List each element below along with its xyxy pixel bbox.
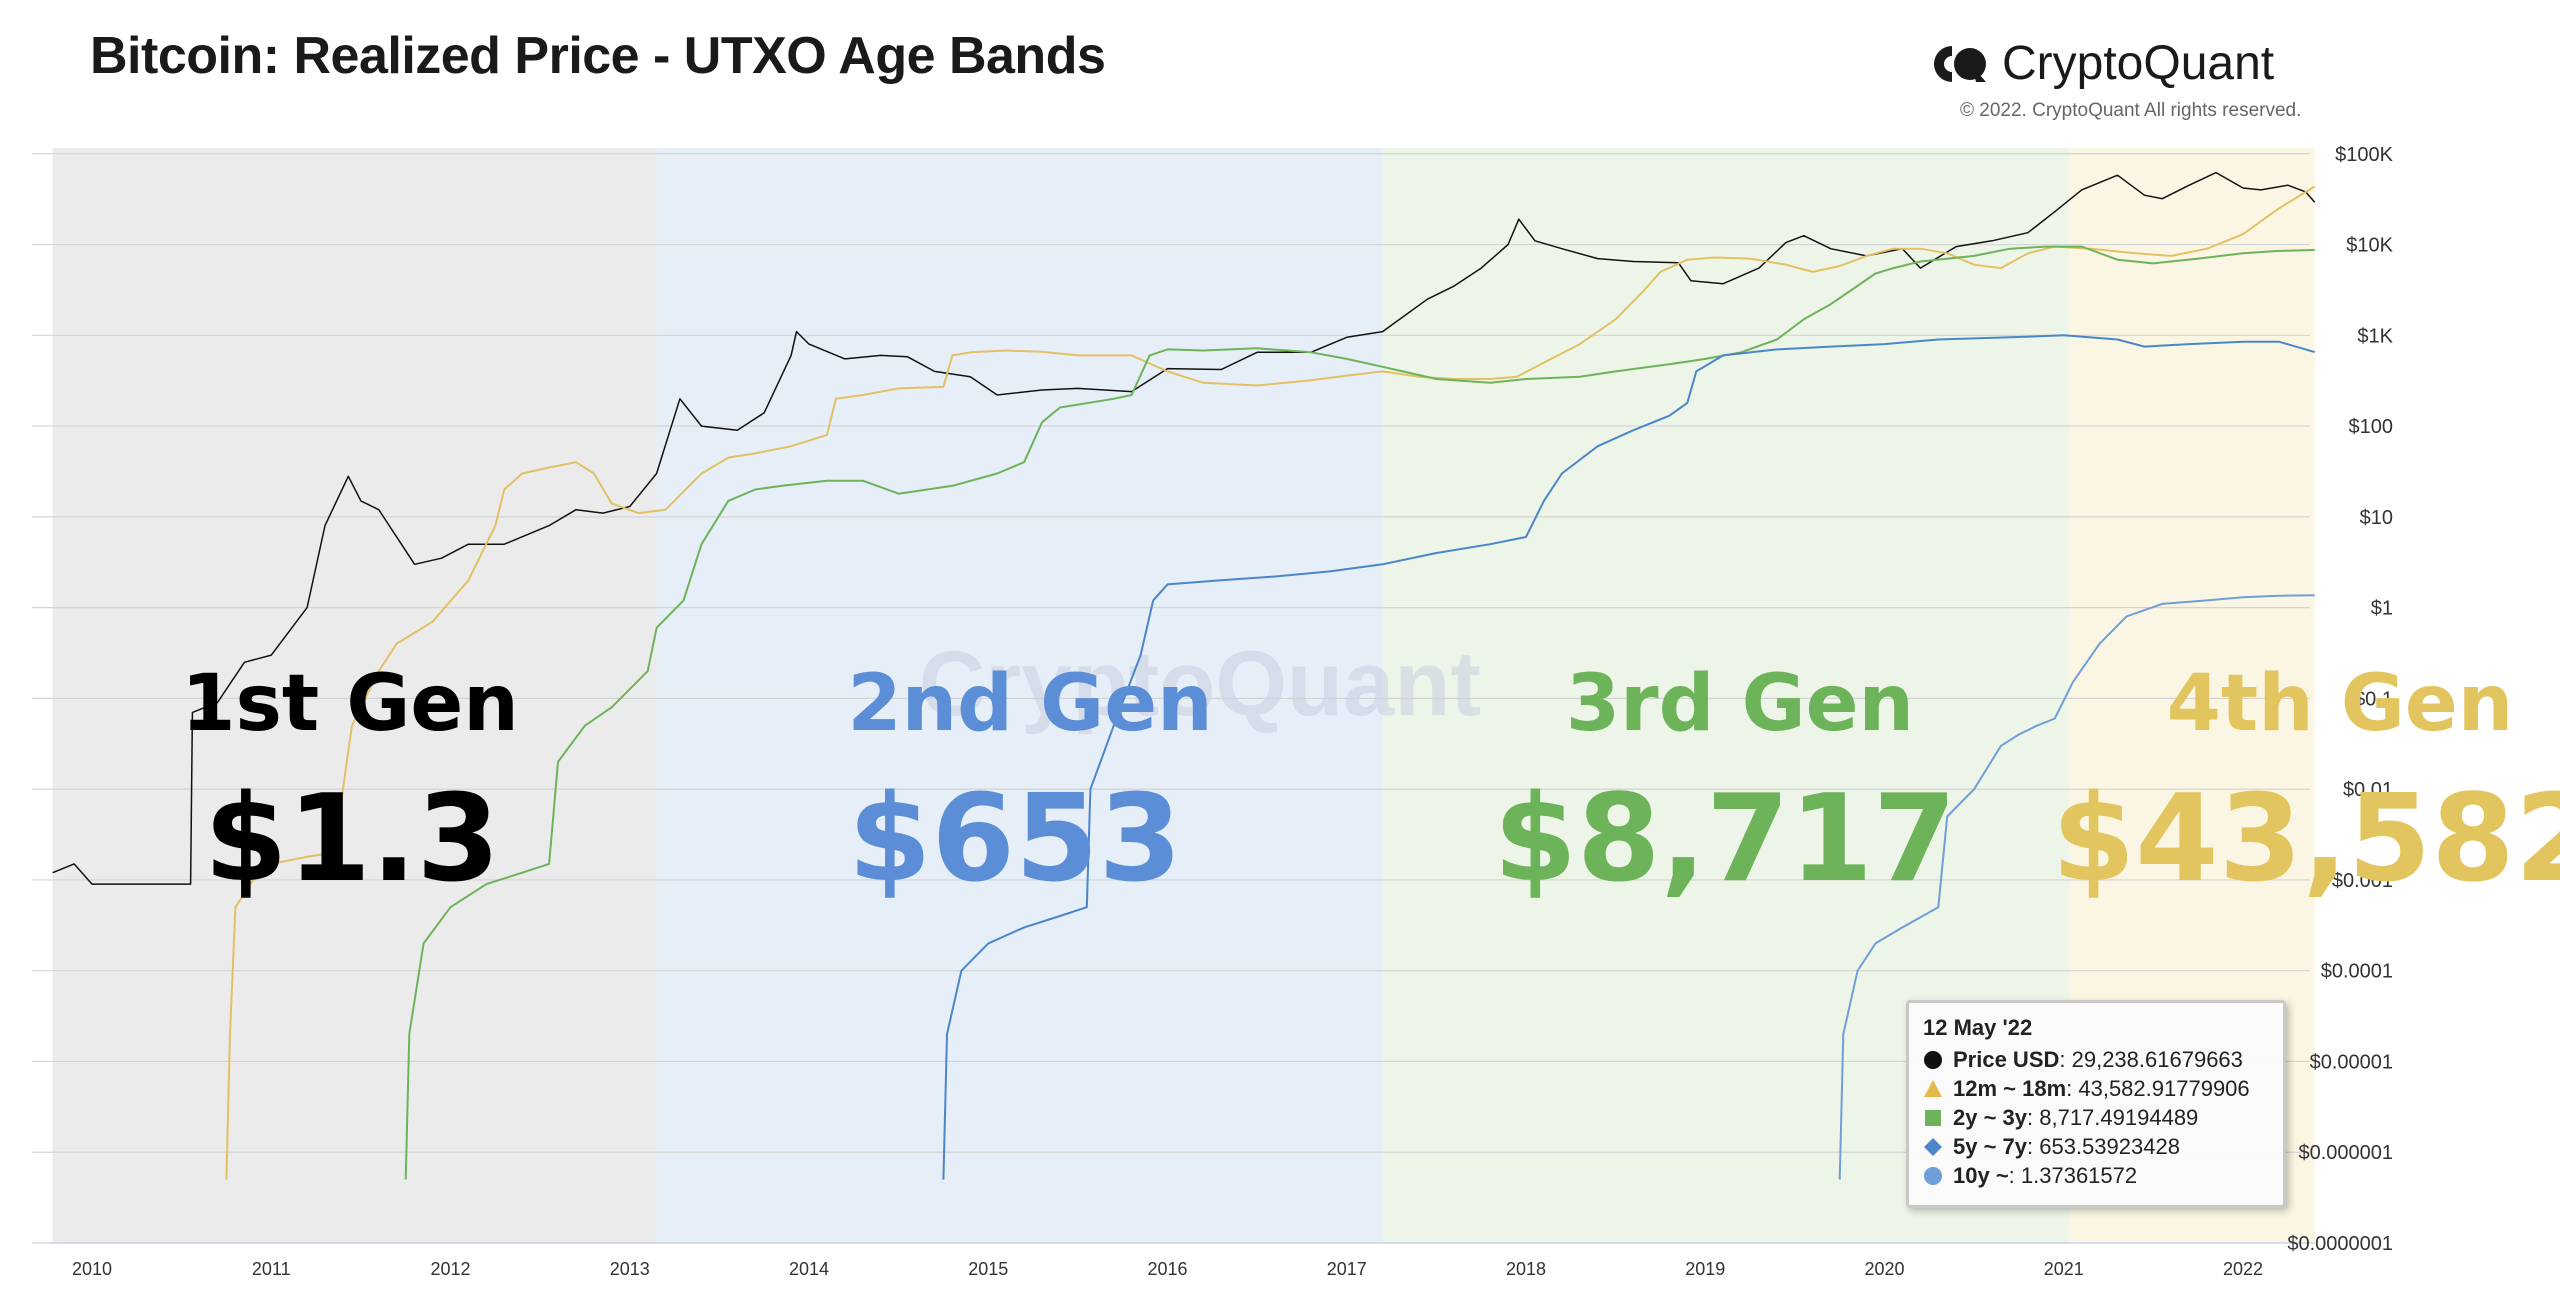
circle-marker-icon	[1923, 1050, 1947, 1070]
cryptoquant-logo: CryptoQuant	[1930, 36, 2274, 91]
x-tick-label: 2022	[2223, 1259, 2263, 1279]
tooltip-series-value: : 653.53923428	[2027, 1133, 2180, 1159]
copyright-text: © 2022. CryptoQuant All rights reserved.	[1960, 100, 2302, 121]
tooltip-row: 2y ~ 3y: 8,717.49194489	[1923, 1103, 2269, 1132]
y-tick-label: $0.000001	[2298, 1142, 2393, 1164]
tooltip-series-value: : 1.37361572	[2008, 1162, 2138, 1188]
y-tick-label: $10	[2360, 507, 2393, 529]
series-line-2y-3y	[404, 245, 2315, 1180]
series-line-price-usd	[52, 171, 2316, 885]
y-tick-label: $1	[2371, 598, 2393, 620]
tooltip-series-name: 5y ~ 7y	[1953, 1133, 2028, 1159]
x-tick-label: 2020	[1864, 1259, 1904, 1279]
tooltip-row: 5y ~ 7y: 653.53923428	[1923, 1132, 2269, 1161]
y-tick-label: $0.0001	[2321, 961, 2393, 983]
tooltip-row: 10y ~: 1.37361572	[1923, 1161, 2269, 1190]
generation-label: 2nd Gen	[847, 659, 1212, 749]
generation-label: 3rd Gen	[1566, 659, 1914, 749]
tooltip-series-name: Price USD	[1953, 1046, 2060, 1072]
x-tick-label: 2011	[252, 1259, 291, 1279]
series-line-5y-7y	[942, 334, 2315, 1180]
tooltip-series-name: 2y ~ 3y	[1953, 1104, 2028, 1130]
y-tick-label: $0.01	[2343, 779, 2393, 801]
generation-value: $43,582	[2052, 770, 2560, 909]
tooltip-row: 12m ~ 18m: 43,582.91779906	[1923, 1074, 2269, 1103]
y-tick-label: $0.0000001	[2287, 1233, 2393, 1255]
x-tick-label: 2018	[1506, 1259, 1546, 1279]
y-tick-label: $0.001	[2332, 870, 2393, 892]
x-tick-label: 2017	[1327, 1259, 1367, 1279]
y-tick-label: $0.00001	[2310, 1051, 2393, 1073]
y-tick-label: $10K	[2346, 235, 2393, 257]
triangle-marker-icon	[1923, 1079, 1947, 1099]
generation-value: $653	[848, 770, 1182, 909]
data-tooltip: 12 May '22 Price USD: 29,238.61679663 12m…	[1906, 1000, 2286, 1208]
generation-label: 4th Gen	[2167, 659, 2514, 749]
cryptoquant-logo-icon	[1930, 42, 1990, 86]
y-tick-label: $100	[2349, 416, 2394, 438]
x-tick-label: 2016	[1147, 1259, 1187, 1279]
tooltip-series-name: 10y ~	[1953, 1162, 2009, 1188]
generation-value: $1.3	[204, 770, 500, 909]
y-tick-label: $100K	[2335, 144, 2393, 166]
x-tick-label: 2021	[2044, 1259, 2084, 1279]
circle-marker-icon	[1923, 1166, 1947, 1186]
tooltip-series-value: : 43,582.91779906	[2066, 1075, 2250, 1101]
x-tick-label: 2013	[610, 1259, 650, 1279]
era-band-2	[656, 148, 1383, 1243]
tooltip-row: Price USD: 29,238.61679663	[1923, 1045, 2269, 1074]
series-line-10y-	[1838, 594, 2315, 1180]
x-tick-label: 2010	[72, 1259, 112, 1279]
tooltip-date: 12 May '22	[1923, 1015, 2033, 1040]
watermark-text: CryptoQuant	[919, 633, 1481, 735]
generation-value: $8,717	[1493, 770, 1956, 909]
era-band-1	[52, 148, 657, 1243]
chart-title: Bitcoin: Realized Price - UTXO Age Bands	[90, 27, 1106, 85]
logo-text: CryptoQuant	[2002, 37, 2275, 90]
x-tick-label: 2012	[430, 1259, 470, 1279]
series-line-12m-18m	[225, 185, 2316, 1180]
tooltip-series-name: 12m ~ 18m	[1953, 1075, 2067, 1101]
generation-label: 1st Gen	[181, 659, 519, 749]
y-tick-label: $0.1	[2354, 688, 2393, 710]
tooltip-series-value: : 29,238.61679663	[2059, 1046, 2243, 1072]
x-tick-label: 2015	[968, 1259, 1008, 1279]
square-marker-icon	[1923, 1108, 1947, 1128]
y-tick-label: $1K	[2357, 325, 2393, 347]
x-tick-label: 2014	[789, 1259, 829, 1279]
x-tick-label: 2019	[1685, 1259, 1725, 1279]
diamond-marker-icon	[1923, 1137, 1947, 1157]
tooltip-series-value: : 8,717.49194489	[2027, 1104, 2199, 1130]
